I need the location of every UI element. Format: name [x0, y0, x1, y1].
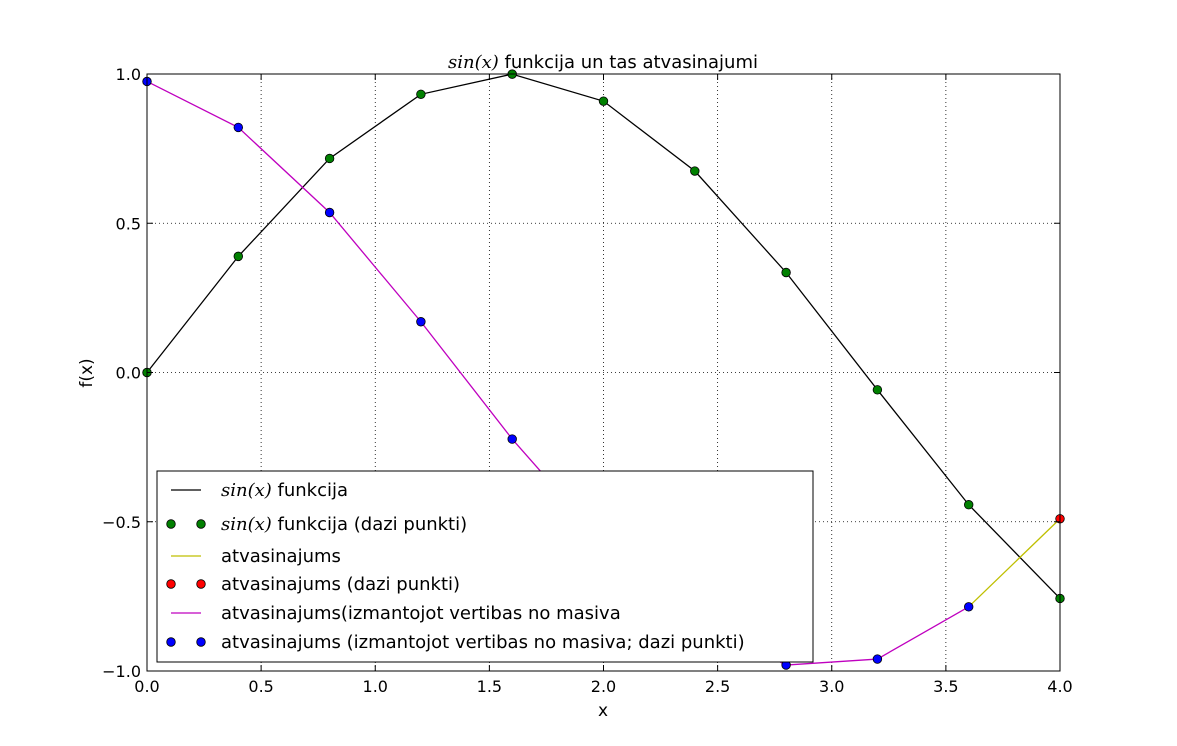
- series-deriv_arr_points: [142, 76, 974, 670]
- data-point: [690, 166, 700, 176]
- legend-marker-swatch: [196, 519, 206, 529]
- y-tick-label: 0.0: [116, 364, 141, 383]
- legend-label-text: atvasinajums(izmantojot vertibas no masi…: [221, 603, 621, 624]
- x-tick-label: 2.5: [705, 677, 730, 696]
- y-axis-label: f(x): [77, 358, 97, 387]
- y-tick-label: −1.0: [102, 662, 141, 681]
- legend-label: atvasinajums (izmantojot vertibas no mas…: [221, 632, 745, 653]
- data-point: [781, 267, 791, 278]
- data-point: [872, 385, 883, 395]
- legend-label-math: sin(x): [221, 514, 272, 535]
- legend-entry-sin_points: sin(x) funkcija (dazi punkti): [166, 514, 467, 535]
- legend-label: atvasinajums: [221, 546, 341, 567]
- x-tick-label: 1.0: [363, 677, 388, 696]
- data-point: [416, 317, 426, 327]
- data-point: [598, 96, 609, 106]
- legend-label-text: funkcija: [272, 480, 348, 501]
- series-deriv_line: [968, 518, 1061, 608]
- legend-marker-swatch: [166, 519, 176, 529]
- legend-label: sin(x) funkcija (dazi punkti): [221, 514, 467, 535]
- legend-entry-deriv_arr_points: atvasinajums (izmantojot vertibas no mas…: [166, 632, 745, 653]
- data-point: [872, 654, 883, 664]
- data-point: [233, 251, 244, 262]
- legend-label-text: atvasinajums: [221, 546, 341, 567]
- legend-label: atvasinajums (dazi punkti): [221, 574, 460, 595]
- legend-label-text: atvasinajums (dazi punkti): [221, 574, 460, 595]
- legend-entry-deriv_arr_line: atvasinajums(izmantojot vertibas no masi…: [171, 603, 621, 624]
- chart-title-math: sin(x): [448, 52, 499, 73]
- x-tick-label: 4.0: [1047, 677, 1072, 696]
- legend-entry-deriv_points: atvasinajums (dazi punkti): [166, 574, 460, 595]
- legend-entry-deriv_line: atvasinajums: [171, 546, 341, 567]
- data-point: [964, 500, 974, 510]
- x-axis-label: x: [598, 701, 608, 721]
- data-point: [507, 434, 517, 444]
- x-tick-label: 2.0: [591, 677, 616, 696]
- legend-label: atvasinajums(izmantojot vertibas no masi…: [221, 603, 621, 624]
- x-tick-label: 3.0: [819, 677, 844, 696]
- legend-label: sin(x) funkcija: [221, 480, 348, 501]
- legend-box: [156, 470, 814, 663]
- legend-marker-swatch: [196, 637, 206, 647]
- x-tick-label: 3.5: [933, 677, 958, 696]
- legend-entry-sin_line: sin(x) funkcija: [171, 480, 348, 501]
- x-tick-label: 1.5: [477, 677, 502, 696]
- legend-label-text: funkcija (dazi punkti): [272, 514, 467, 535]
- legend-marker-swatch: [166, 579, 176, 589]
- data-point: [324, 153, 335, 164]
- data-point: [416, 89, 426, 99]
- legend-label-text: atvasinajums (izmantojot vertibas no mas…: [221, 632, 745, 653]
- legend-marker-swatch: [196, 579, 206, 589]
- x-tick-label: 0.0: [134, 677, 159, 696]
- axis-ticks: 0.0 0.5 1.0 1.5 2.0 2.5 3.0 3.5 4.0 −1.0 −0.5 0.0 0.…: [102, 65, 1073, 696]
- chart-title-rest: funkcija un tas atvasinajumi: [499, 52, 758, 73]
- data-point: [324, 207, 335, 218]
- data-point: [233, 122, 244, 133]
- y-tick-label: −0.5: [102, 513, 141, 532]
- x-tick-label: 0.5: [248, 677, 273, 696]
- data-point: [964, 602, 974, 612]
- y-tick-label: 1.0: [116, 65, 141, 84]
- legend-label-math: sin(x): [221, 480, 272, 501]
- series-line: [968, 518, 1061, 608]
- chart-title: sin(x) funkcija un tas atvasinajumi: [448, 52, 758, 73]
- legend-marker-swatch: [166, 637, 176, 647]
- y-tick-label: 0.5: [116, 214, 141, 233]
